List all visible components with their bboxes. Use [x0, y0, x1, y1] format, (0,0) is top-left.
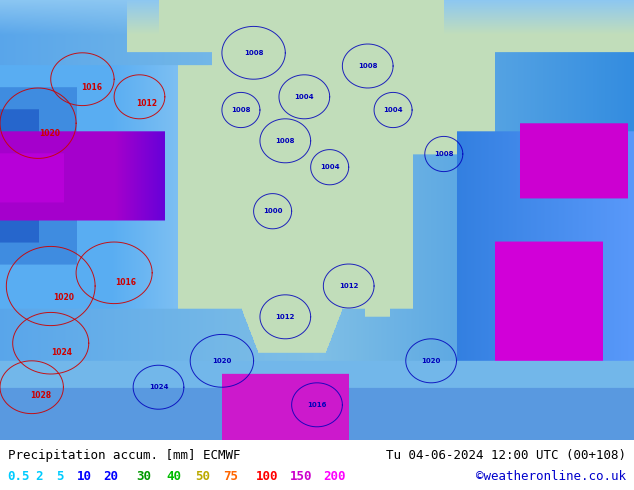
Text: 1012: 1012: [136, 99, 158, 108]
Text: 1020: 1020: [422, 358, 441, 364]
Text: 1004: 1004: [295, 94, 314, 100]
Text: 75: 75: [223, 469, 238, 483]
Text: 1008: 1008: [244, 50, 263, 56]
Text: 1024: 1024: [149, 384, 168, 390]
Text: 1020: 1020: [53, 294, 75, 302]
Text: 30: 30: [136, 469, 152, 483]
Text: 1008: 1008: [231, 107, 250, 113]
Text: 20: 20: [103, 469, 119, 483]
Text: 1004: 1004: [320, 164, 339, 170]
Text: 0.5: 0.5: [8, 469, 30, 483]
Text: 1020: 1020: [212, 358, 231, 364]
Text: Tu 04-06-2024 12:00 UTC (00+108): Tu 04-06-2024 12:00 UTC (00+108): [386, 449, 626, 462]
Text: 10: 10: [77, 469, 93, 483]
Text: 1008: 1008: [358, 63, 377, 69]
Text: 1016: 1016: [81, 83, 103, 92]
Text: 2: 2: [35, 469, 42, 483]
Text: 1020: 1020: [39, 129, 60, 138]
Text: 1028: 1028: [30, 391, 52, 400]
Text: 1016: 1016: [115, 277, 136, 287]
Text: 1008: 1008: [434, 151, 453, 157]
Text: 1004: 1004: [384, 107, 403, 113]
Text: 40: 40: [166, 469, 181, 483]
Text: 50: 50: [195, 469, 210, 483]
Text: 1000: 1000: [263, 208, 282, 214]
Text: 1024: 1024: [51, 348, 73, 357]
Text: 1012: 1012: [276, 314, 295, 320]
Text: 100: 100: [256, 469, 278, 483]
Text: 200: 200: [323, 469, 346, 483]
Text: Precipitation accum. [mm] ECMWF: Precipitation accum. [mm] ECMWF: [8, 449, 240, 462]
Text: 5: 5: [56, 469, 63, 483]
Text: 150: 150: [290, 469, 313, 483]
Text: 1008: 1008: [276, 138, 295, 144]
Text: 1012: 1012: [339, 283, 358, 289]
Text: ©weatheronline.co.uk: ©weatheronline.co.uk: [476, 469, 626, 483]
Text: 1016: 1016: [307, 402, 327, 408]
